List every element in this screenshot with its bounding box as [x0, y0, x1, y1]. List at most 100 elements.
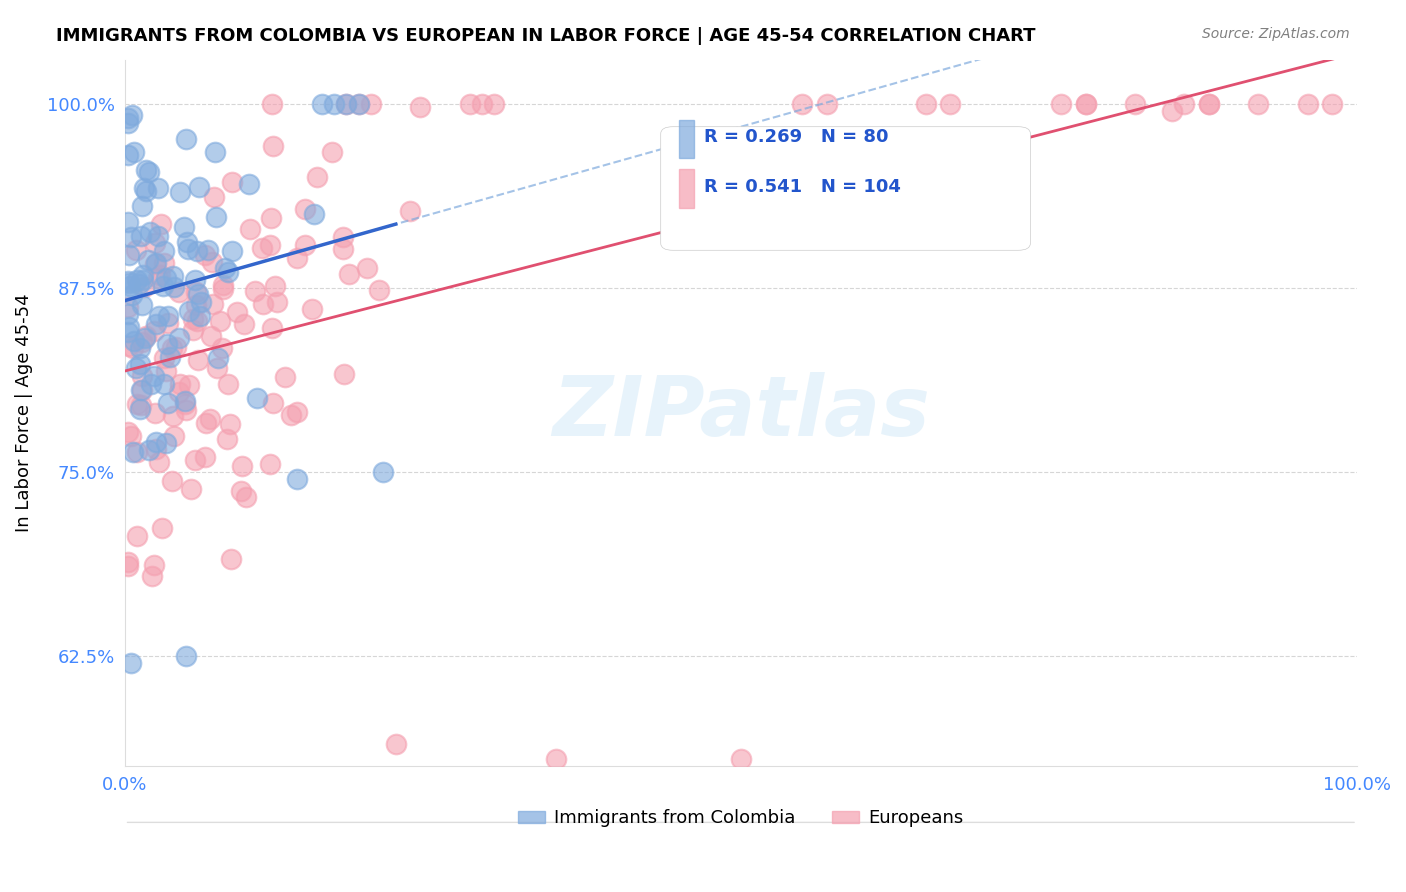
Point [117, 555, 139, 569]
Point [335, 96, 357, 111]
Point [128, 341, 150, 355]
Point [174, 403, 197, 417]
Point [125, 243, 148, 257]
Point [280, 408, 302, 422]
Point [229, 483, 252, 498]
Point [117, 425, 139, 439]
Point [939, 96, 962, 111]
Legend: Immigrants from Colombia, Europeans: Immigrants from Colombia, Europeans [512, 802, 970, 835]
Point [217, 377, 239, 392]
Point [1296, 96, 1319, 111]
Point [150, 217, 173, 231]
Point [153, 244, 176, 259]
Point [339, 267, 361, 281]
Point [238, 177, 260, 191]
Point [207, 351, 229, 366]
Point [134, 163, 156, 178]
Point [408, 100, 430, 114]
Point [201, 255, 224, 269]
Point [148, 455, 170, 469]
Point [132, 268, 155, 283]
Point [121, 108, 143, 122]
Point [332, 242, 354, 256]
Point [347, 96, 370, 111]
Point [217, 432, 239, 446]
Point [245, 285, 267, 299]
Point [174, 394, 197, 409]
Y-axis label: In Labor Force | Age 45-54: In Labor Force | Age 45-54 [15, 293, 32, 532]
Point [301, 302, 323, 317]
Point [1198, 96, 1220, 111]
Point [132, 181, 155, 195]
Point [159, 350, 181, 364]
Point [219, 552, 242, 566]
Point [117, 307, 139, 321]
Point [1123, 96, 1146, 111]
Point [134, 330, 156, 344]
Point [321, 145, 343, 159]
Point [153, 351, 176, 366]
Point [117, 300, 139, 314]
Point [117, 116, 139, 130]
Point [187, 353, 209, 368]
Text: R = 0.541   N = 104: R = 0.541 N = 104 [704, 178, 901, 195]
Point [260, 321, 283, 335]
Point [235, 490, 257, 504]
Point [200, 329, 222, 343]
Point [212, 282, 235, 296]
Point [153, 256, 176, 270]
Point [356, 261, 378, 276]
Point [205, 210, 228, 224]
Point [135, 185, 157, 199]
Text: Source: ZipAtlas.com: Source: ZipAtlas.com [1202, 27, 1350, 41]
Point [122, 145, 145, 159]
Point [311, 96, 333, 111]
Point [148, 309, 170, 323]
Point [117, 326, 139, 340]
Point [142, 558, 165, 572]
Point [129, 401, 152, 416]
Point [118, 339, 141, 353]
Point [145, 235, 167, 250]
Point [294, 202, 316, 216]
Point [129, 357, 152, 371]
Point [169, 285, 191, 299]
Point [221, 244, 243, 259]
Point [231, 459, 253, 474]
Point [160, 341, 183, 355]
Point [117, 214, 139, 228]
Point [143, 406, 166, 420]
Point [205, 361, 228, 376]
Point [186, 314, 208, 328]
Bar [679, 120, 695, 159]
Point [146, 180, 169, 194]
Point [458, 96, 481, 111]
Point [121, 445, 143, 459]
Point [1173, 96, 1195, 111]
Point [181, 323, 204, 337]
Point [152, 521, 174, 535]
Point [122, 334, 145, 348]
Point [1074, 96, 1097, 111]
Point [225, 304, 247, 318]
Point [139, 226, 162, 240]
Point [260, 211, 283, 225]
Point [544, 751, 567, 765]
Point [184, 273, 207, 287]
Point [162, 409, 184, 423]
Point [360, 96, 382, 111]
Point [274, 370, 297, 384]
Point [792, 96, 814, 111]
Point [187, 287, 209, 301]
Point [200, 412, 222, 426]
Point [332, 229, 354, 244]
Point [305, 169, 328, 184]
Text: ZIPatlas: ZIPatlas [553, 372, 929, 453]
Point [368, 284, 391, 298]
Point [398, 204, 420, 219]
Point [285, 252, 308, 266]
Point [259, 457, 281, 471]
Point [117, 559, 139, 574]
Point [294, 238, 316, 252]
Point [117, 111, 139, 125]
